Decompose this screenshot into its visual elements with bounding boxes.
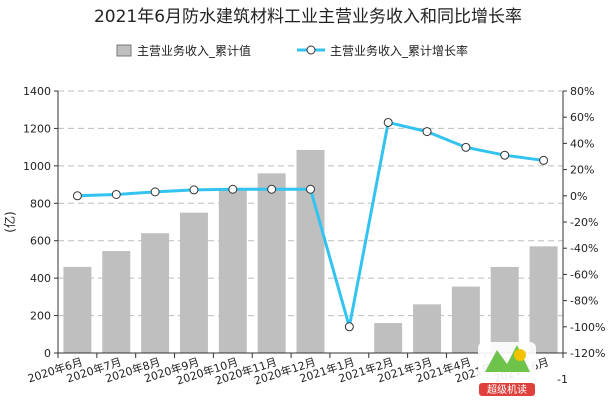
legend-swatch-marker — [306, 45, 316, 55]
bar — [218, 190, 247, 353]
line-point — [228, 184, 238, 194]
legend-label-bar: 主营业务收入_累计值 — [137, 43, 251, 58]
line-point — [539, 155, 549, 165]
y2-tick-label: -20% — [570, 216, 598, 229]
line-point — [500, 150, 510, 160]
line-point — [267, 184, 277, 194]
y2-tick-label-extra: -1 — [557, 373, 568, 386]
watermark-logo: 超级机读 — [478, 342, 536, 397]
line-point — [72, 191, 82, 201]
y-tick-label: 0 — [44, 347, 51, 360]
line-point — [150, 187, 160, 197]
line-point — [111, 189, 121, 199]
bar — [63, 266, 92, 353]
legend-label-line: 主营业务收入_累计增长率 — [330, 43, 468, 58]
y2-tick-label: -80% — [570, 295, 598, 308]
bar — [529, 246, 558, 353]
line-point — [422, 127, 432, 137]
legend: 主营业务收入_累计值 主营业务收入_累计增长率 — [116, 43, 468, 58]
y-tick-label: 1200 — [23, 122, 51, 135]
line-point — [461, 142, 471, 152]
y2-tick-label: 60% — [570, 111, 594, 124]
line-point — [383, 117, 393, 127]
bar — [374, 323, 403, 353]
line-point — [306, 184, 315, 194]
watermark-text: 超级机读 — [487, 383, 527, 396]
y-tick-label: 1000 — [23, 160, 51, 173]
y2-tick-label: -120% — [570, 347, 605, 360]
bar — [490, 266, 519, 353]
y2-tick-label: 40% — [570, 137, 594, 150]
bar — [257, 173, 286, 353]
bar — [451, 286, 480, 353]
line-point — [344, 322, 354, 332]
bar — [296, 149, 325, 353]
bar — [102, 251, 131, 353]
bar — [413, 304, 442, 353]
chart-title: 2021年6月防水建筑材料工业主营业务收入和同比增长率 — [94, 7, 522, 27]
y-tick-label: 1400 — [23, 85, 51, 98]
y-tick-label: 400 — [30, 272, 51, 285]
line-point — [189, 185, 199, 195]
bar — [141, 233, 170, 353]
y2-tick-label: 80% — [570, 85, 594, 98]
legend-swatch-bar — [116, 44, 132, 57]
y2-tick-label: -100% — [570, 321, 605, 334]
bar — [179, 212, 208, 353]
y-tick-label: 800 — [30, 197, 51, 210]
y2-tick-label: 20% — [570, 164, 594, 177]
y-tick-label: 200 — [30, 310, 51, 323]
y2-tick-label: -40% — [570, 242, 598, 255]
y-tick-label: 600 — [30, 235, 51, 248]
y2-tick-label: -60% — [570, 268, 598, 281]
y-axis-label: (亿) — [2, 211, 17, 232]
y2-tick-label: 0% — [570, 190, 587, 203]
